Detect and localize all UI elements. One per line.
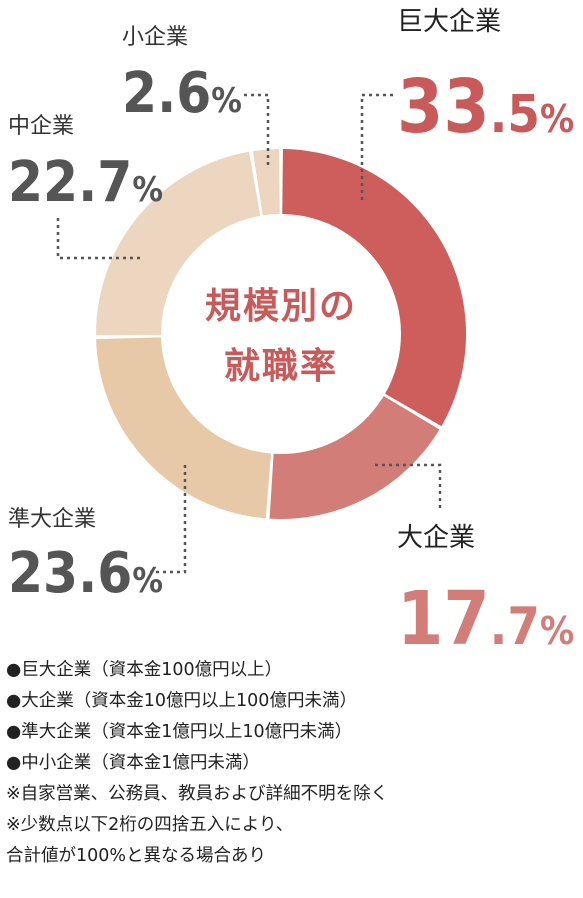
note-item: 合計値が100%と異なる場合あり <box>6 846 267 866</box>
note-item: ※少数点以下2桁の四捨五入により、 <box>6 815 294 835</box>
note-item: ●中小企業（資本金1億円未満） <box>6 753 260 773</box>
slice-semi-large <box>96 337 272 519</box>
note-item: ●巨大企業（資本金100億円以上） <box>6 660 283 680</box>
note-item: ※自家営業、公務員、教員および詳細不明を除く <box>6 784 389 804</box>
donut-slices <box>96 149 466 519</box>
slice-small <box>252 149 280 216</box>
leader-line-giant <box>360 93 395 200</box>
category-label-medium: 中企業 <box>8 114 74 139</box>
value-label-semi-large: 23.6% <box>8 541 163 606</box>
notes-list: ●巨大企業（資本金100億円以上） ●大企業（資本金10億円以上100億円未満）… <box>6 655 581 872</box>
center-title-line-2: 就職率 <box>224 346 338 387</box>
center-title-line-1: 規模別の <box>205 286 357 327</box>
slice-labels: 巨大企業 33.5% 大企業 17.7% 準大企業 23.6% 中企業 22.7% 小企業 2.6… <box>8 7 574 660</box>
value-label-medium: 22.7% <box>8 150 163 215</box>
note-item: ●大企業（資本金10億円以上100億円未満） <box>6 691 357 711</box>
category-label-large: 大企業 <box>397 523 475 553</box>
value-label-large: 17.7% <box>397 576 574 660</box>
slice-giant <box>282 149 466 427</box>
leader-line-small <box>243 93 270 165</box>
note-item: ●準大企業（資本金1億円以上10億円未満） <box>6 722 353 742</box>
value-label-giant: 33.5% <box>397 64 574 150</box>
leader-lines <box>56 93 442 574</box>
slice-large <box>269 395 440 519</box>
value-label-small: 2.6% <box>122 61 242 126</box>
leader-line-semi-large <box>150 465 187 574</box>
category-label-semi-large: 準大企業 <box>8 507 96 532</box>
leader-line-large <box>375 463 442 510</box>
slice-medium <box>96 151 261 336</box>
category-label-small: 小企業 <box>122 25 188 50</box>
donut-chart: 規模別の 就職率 巨大企業 33.5% 大企業 17.7% 準大企業 23.6% 中企業 22… <box>8 7 574 660</box>
category-label-giant: 巨大企業 <box>397 7 501 37</box>
